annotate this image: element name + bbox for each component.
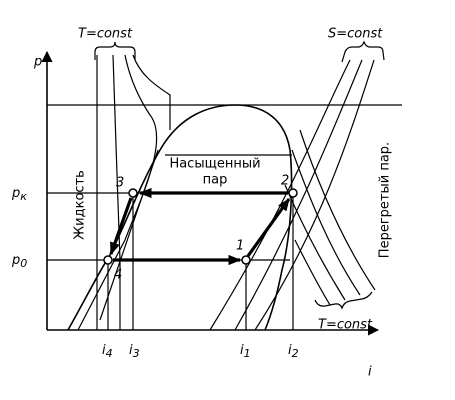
isotherm bbox=[294, 239, 331, 306]
isotherm bbox=[99, 54, 171, 321]
isentrope bbox=[234, 59, 363, 331]
liquid-label: Жидкость bbox=[73, 170, 88, 240]
pk-label: pк bbox=[11, 186, 27, 204]
label-main: p bbox=[11, 186, 20, 201]
i3-label: i3 bbox=[129, 343, 140, 361]
superheated-label: Перегретый пар. bbox=[378, 142, 393, 258]
label-main: i bbox=[240, 343, 244, 358]
t-const-label: T=const bbox=[78, 27, 133, 42]
isotherm bbox=[284, 184, 346, 301]
label-main: i bbox=[129, 343, 133, 358]
label-main: i bbox=[102, 343, 106, 358]
isotherm bbox=[77, 54, 158, 331]
label-sub: 4 bbox=[106, 347, 113, 360]
compression-arrow bbox=[246, 197, 291, 257]
brace bbox=[341, 40, 385, 63]
x-axis-label: i bbox=[368, 365, 372, 380]
s-const-label: S=const bbox=[328, 27, 383, 42]
brace bbox=[314, 291, 373, 310]
point bbox=[128, 188, 138, 198]
p0-label: p0 bbox=[11, 253, 27, 271]
brace bbox=[94, 41, 136, 60]
point bbox=[241, 255, 251, 265]
saturated-label: пар bbox=[203, 173, 228, 188]
i2-label: i2 bbox=[288, 343, 299, 361]
isentrope bbox=[254, 59, 375, 331]
label-sub: 0 bbox=[20, 257, 27, 270]
label-sub: 1 bbox=[244, 347, 251, 360]
i4-label: i4 bbox=[102, 343, 113, 361]
label-sub: к bbox=[20, 190, 27, 203]
isotherm bbox=[291, 149, 361, 296]
label-sub: 2 bbox=[292, 347, 299, 360]
point-label: 3 bbox=[116, 176, 124, 191]
point-label: 4 bbox=[114, 268, 122, 283]
saturation-dome bbox=[67, 104, 293, 331]
point-label: 1 bbox=[236, 239, 244, 254]
label-sub: 3 bbox=[133, 347, 140, 360]
saturated-label: Насыщенный bbox=[169, 157, 260, 172]
label-main: p bbox=[11, 253, 20, 268]
point bbox=[103, 255, 113, 265]
y-axis-label: p bbox=[33, 55, 42, 70]
isotherm bbox=[299, 129, 376, 291]
throttling-arrow bbox=[109, 197, 133, 256]
i1-label: i1 bbox=[240, 343, 251, 361]
t-const-label: T=const bbox=[318, 318, 373, 333]
point bbox=[288, 188, 298, 198]
label-main: i bbox=[288, 343, 292, 358]
point-label: 2 bbox=[281, 174, 289, 189]
